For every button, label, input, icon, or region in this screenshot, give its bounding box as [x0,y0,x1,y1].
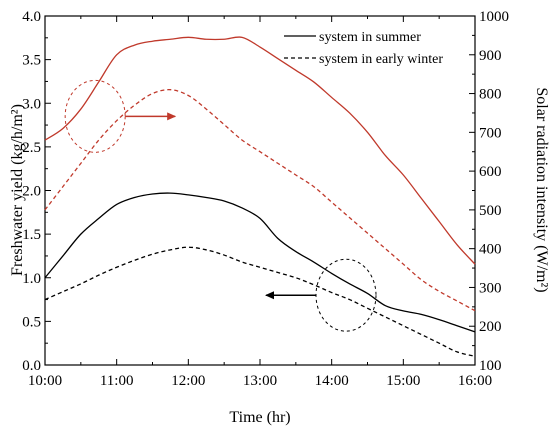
y-right-axis-title: Solar radiation intensity (W/m²) [533,87,550,292]
y-left-tick-label: 3.0 [22,96,41,112]
legend-label-winter: system in early winter [319,52,443,67]
annotation-layer [64,79,377,332]
y-right-tick-label: 400 [479,242,502,258]
y-left-tick-label: 4.0 [22,9,41,25]
y-left-tick-label: 3.5 [22,53,41,69]
x-tick-label: 16:00 [458,373,492,389]
x-tick-label: 14:00 [315,373,349,389]
y-right-axis: 100 200 300 400 500 600 700 800 900 1000 [469,9,509,374]
y-left-tick-label: 0.5 [22,314,41,330]
series-line-1 [44,246,476,357]
y-left-tick-label: 1.5 [22,227,41,243]
y-right-tick-label: 900 [479,48,502,64]
y-right-tick-label: 700 [479,125,502,141]
y-right-tick-label: 800 [479,87,502,103]
y-right-tick-label: 1000 [479,9,509,25]
x-tick-label: 12:00 [171,373,205,389]
legend: system in summer system in early winter [284,30,443,67]
series-layer [44,36,476,357]
y-left-tick-label: 2.0 [22,184,41,200]
y-right-tick-label: 200 [479,319,502,335]
x-axis: 10:00 11:00 12:00 13:00 14:00 15:00 16:00 [28,16,492,389]
y-right-tick-label: 500 [479,203,502,219]
y-left-tick-label: 2.5 [22,140,41,156]
y-left-axis-title: Freshwater yield (kg/h/m²) [9,104,26,276]
series-line-2 [44,36,476,265]
y-left-tick-label: 0.0 [22,358,41,374]
y-right-tick-label: 100 [479,358,502,374]
series-line-3 [44,88,476,312]
x-tick-label: 11:00 [100,373,134,389]
legend-label-summer: system in summer [319,30,421,45]
x-tick-label: 13:00 [243,373,277,389]
x-axis-title: Time (hr) [229,409,290,426]
annotation-ellipse-1 [315,258,377,332]
x-tick-label: 10:00 [28,373,62,389]
y-left-tick-label: 1.0 [22,271,41,287]
y-right-tick-label: 600 [479,164,502,180]
y-right-tick-label: 300 [479,280,502,296]
y-left-axis: 0.0 0.5 1.0 1.5 2.0 2.5 3.0 3.5 4.0 [22,9,51,374]
x-tick-label: 15:00 [386,373,420,389]
series-line-0 [44,192,476,333]
